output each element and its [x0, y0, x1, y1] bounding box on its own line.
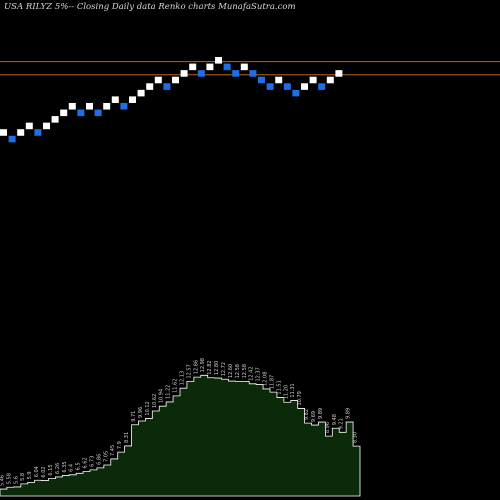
volume-label: 9.69	[311, 411, 317, 422]
volume-label: 10.79	[297, 391, 303, 405]
renko-brick	[51, 116, 59, 123]
renko-brick	[8, 135, 16, 143]
volume-label: 9.21	[339, 418, 345, 429]
volume-label: 5.46	[0, 475, 5, 486]
volume-label: 12.37	[256, 367, 262, 381]
volume-label: 11.20	[283, 385, 289, 399]
volume-label: 7.05	[103, 451, 109, 462]
volume-label: 9.82	[304, 409, 310, 420]
volume-labels: 5.46 5.58 5.6 5.8 5.9 6.04 6.02 6.15 6.26 6.35 6.4…	[0, 358, 359, 486]
volume-label: 11.22	[166, 385, 172, 399]
renko-brick	[326, 76, 334, 84]
renko-brick	[163, 83, 171, 90]
renko-brick	[68, 102, 76, 110]
renko-brick	[301, 83, 308, 90]
volume-label: 9.89	[346, 408, 352, 419]
volume-label: 7.45	[110, 445, 116, 456]
volume-label: 5.58	[6, 473, 12, 484]
renko-brick	[43, 122, 50, 130]
renko-brick	[0, 129, 7, 136]
renko-brick	[189, 63, 197, 71]
renko-brick	[146, 83, 154, 90]
renko-brick	[120, 102, 128, 110]
volume-label: 9.89	[318, 408, 324, 419]
renko-brick	[335, 70, 343, 77]
volume-label: 10.12	[145, 401, 151, 415]
volume-label: 8.30	[353, 432, 359, 443]
renko-brick	[240, 63, 248, 71]
renko-brick	[172, 76, 179, 84]
renko-brick	[275, 76, 283, 84]
volume-label: 9.48	[332, 414, 338, 425]
renko-brick	[94, 109, 102, 117]
renko-brick	[60, 109, 68, 117]
volume-label: 5.8	[20, 473, 26, 481]
volume-label: 6.5	[76, 462, 82, 470]
volume-label: 6.4	[69, 464, 75, 472]
renko-brick	[137, 89, 145, 97]
volume-label: 10.62	[152, 394, 158, 408]
volume-label: 12.72	[221, 362, 227, 376]
volume-label: 6.15	[48, 464, 54, 475]
volume-label: 12.60	[228, 364, 234, 378]
volume-series	[0, 374, 361, 497]
renko-brick	[318, 83, 326, 90]
volume-label: 9.96	[138, 407, 144, 418]
volume-label: 12.58	[235, 364, 241, 378]
renko-brick	[309, 76, 317, 84]
renko-bricks	[0, 57, 343, 143]
renko-brick	[77, 109, 85, 117]
volume-label: 6.26	[55, 463, 61, 474]
renko-brick	[283, 83, 291, 90]
volume-label: 12.80	[214, 361, 220, 375]
volume-label: 12.58	[242, 364, 248, 378]
renko-brick	[249, 70, 257, 77]
volume-label: 6.02	[41, 466, 47, 477]
renko-brick	[17, 129, 25, 136]
volume-label: 11.62	[173, 379, 179, 393]
renko-brick	[215, 57, 222, 64]
renko-brick	[111, 96, 119, 103]
volume-label: 12.86	[193, 360, 199, 374]
volume-label: 8.31	[124, 432, 130, 443]
volume-label: 12.98	[200, 358, 206, 372]
renko-brick	[197, 70, 205, 77]
renko-brick	[86, 102, 93, 110]
renko-brick	[25, 122, 33, 130]
volume-label: 8.96	[325, 422, 331, 433]
volume-label: 6.04	[34, 466, 40, 477]
volume-label: 12.13	[179, 371, 185, 385]
volume-label: 11.31	[290, 383, 296, 397]
renko-brick	[258, 76, 265, 84]
volume-label: 9.71	[131, 411, 137, 422]
volume-label: 11.87	[269, 375, 275, 389]
volume-label: 5.6	[13, 476, 19, 484]
renko-brick	[292, 89, 300, 97]
renko-brick	[180, 70, 188, 77]
volume-label: 6.62	[83, 457, 89, 468]
volume-label: 10.94	[159, 389, 165, 403]
volume-label: 7.9	[117, 441, 123, 449]
renko-brick	[223, 63, 231, 71]
renko-brick	[34, 129, 42, 136]
volume-label: 12.42	[249, 366, 255, 380]
volume-label: 6.86	[96, 454, 102, 465]
volume-area	[0, 374, 361, 497]
renko-brick	[129, 96, 136, 103]
volume-label: 11.51	[276, 380, 282, 394]
volume-label: 12.57	[186, 364, 192, 378]
renko-brick	[206, 63, 214, 71]
renko-brick	[232, 70, 240, 77]
volume-label: 12.08	[263, 372, 269, 386]
volume-label: 5.9	[27, 471, 33, 479]
volume-label: 6.73	[89, 456, 95, 467]
chart-title: USA RILYZ 5%-- Closing Daily data Renko …	[4, 2, 296, 12]
renko-brick	[103, 102, 111, 110]
renko-brick	[266, 83, 274, 90]
volume-label: 12.82	[207, 360, 213, 374]
renko-brick	[154, 76, 162, 84]
volume-label: 6.35	[62, 461, 68, 472]
